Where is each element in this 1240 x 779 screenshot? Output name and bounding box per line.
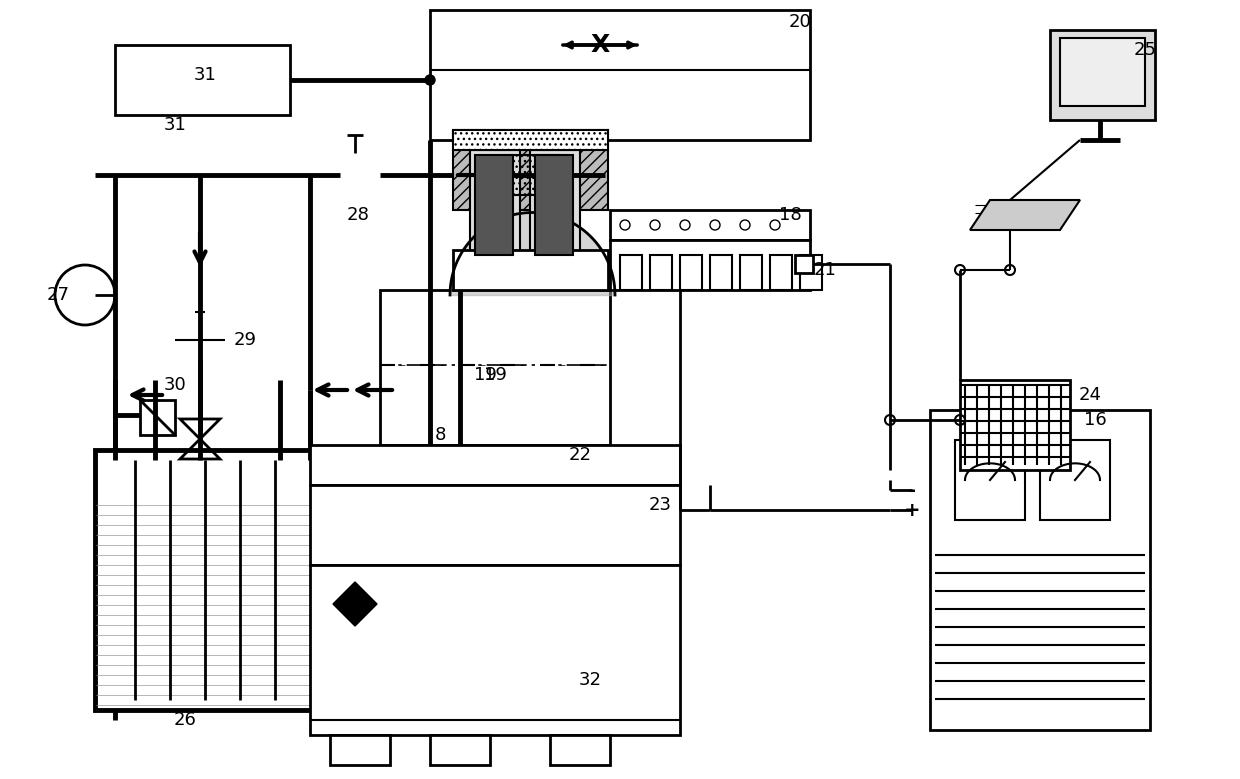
Bar <box>770 255 792 290</box>
Text: X: X <box>590 33 610 57</box>
Bar <box>330 735 391 765</box>
Bar <box>310 445 680 485</box>
Text: +: + <box>904 500 920 520</box>
Bar <box>650 255 672 290</box>
Text: 25: 25 <box>1133 41 1157 59</box>
Text: 27: 27 <box>47 286 69 304</box>
Text: 23: 23 <box>649 496 672 514</box>
Bar <box>534 155 573 255</box>
Bar <box>551 735 610 765</box>
Bar <box>610 240 810 290</box>
Text: 29: 29 <box>233 331 257 349</box>
Bar <box>800 255 822 290</box>
Bar <box>115 45 290 115</box>
Text: 20: 20 <box>789 13 811 31</box>
Bar <box>1050 30 1154 120</box>
Bar <box>430 10 810 140</box>
Polygon shape <box>334 582 377 626</box>
Text: 19: 19 <box>474 366 496 384</box>
Polygon shape <box>970 200 1080 230</box>
Bar <box>510 155 560 195</box>
Bar <box>930 410 1149 730</box>
Bar <box>470 150 520 270</box>
Bar <box>453 130 608 150</box>
Bar <box>1040 440 1110 520</box>
Text: -: - <box>908 481 916 499</box>
Bar <box>430 735 490 765</box>
Text: 31: 31 <box>193 66 217 84</box>
Text: 16: 16 <box>1084 411 1106 429</box>
Bar <box>95 500 320 710</box>
Bar <box>140 400 175 435</box>
Text: 8: 8 <box>434 426 445 444</box>
Circle shape <box>425 75 435 85</box>
Bar <box>453 250 608 290</box>
Bar <box>740 255 763 290</box>
Bar <box>1060 38 1145 106</box>
Text: 28: 28 <box>346 206 370 224</box>
Text: 31: 31 <box>164 116 186 134</box>
Bar <box>379 290 610 445</box>
Bar <box>955 440 1025 520</box>
Bar <box>310 565 680 735</box>
Bar <box>610 210 810 240</box>
Bar <box>960 380 1070 470</box>
Text: 22: 22 <box>568 446 591 464</box>
Text: 21: 21 <box>813 261 837 279</box>
Text: 19: 19 <box>484 366 506 384</box>
Bar <box>453 130 608 210</box>
Text: 26: 26 <box>174 711 196 729</box>
Bar <box>620 255 642 290</box>
Bar <box>95 450 320 710</box>
Text: 24: 24 <box>1079 386 1101 404</box>
Bar <box>680 255 702 290</box>
Bar <box>529 150 580 270</box>
Text: 32: 32 <box>579 671 601 689</box>
Bar <box>795 255 813 273</box>
Bar <box>711 255 732 290</box>
Bar <box>475 155 513 255</box>
Text: 18: 18 <box>779 206 801 224</box>
Bar <box>310 485 680 565</box>
Text: 30: 30 <box>164 376 186 394</box>
